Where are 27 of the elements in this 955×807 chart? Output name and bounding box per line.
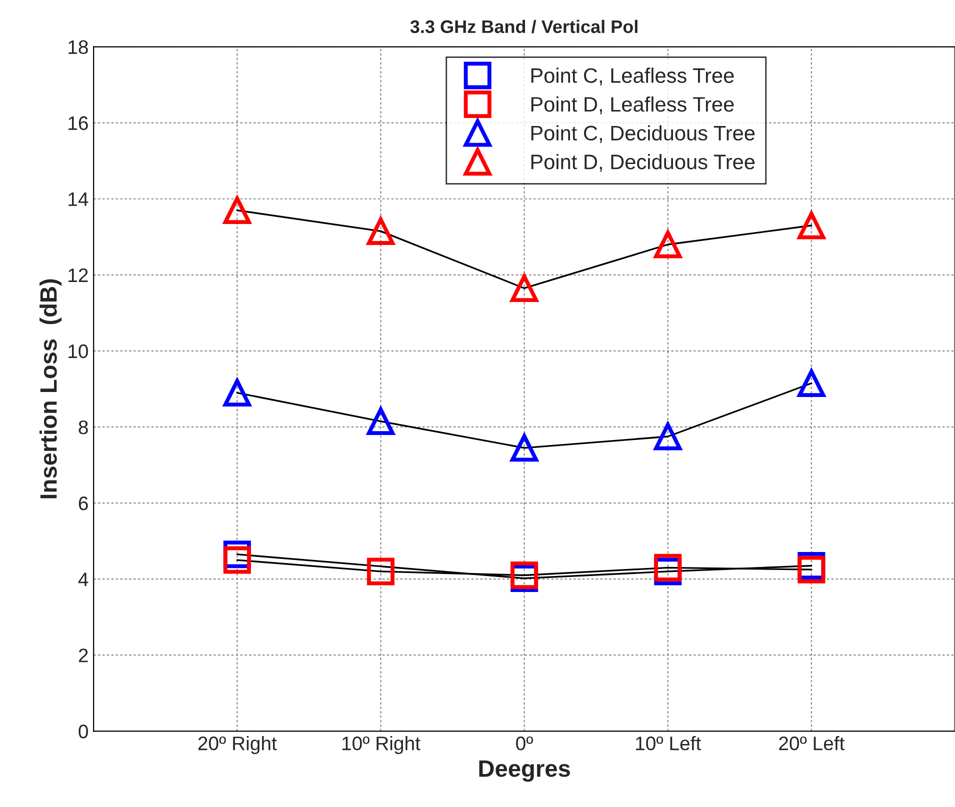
chart-title: 3.3 GHz Band / Vertical Pol [410, 20, 638, 34]
point [366, 217, 394, 245]
y-tick-label: 2 [78, 648, 88, 662]
x-tick-label: 20º Left [779, 736, 845, 750]
y-tick-label: 18 [68, 40, 88, 54]
x-axis-title: Deegres [479, 760, 570, 782]
y-tick-label: 16 [68, 116, 88, 130]
y-tick-label: 6 [78, 496, 88, 510]
x-tick-label: 0º [516, 736, 534, 750]
point [510, 274, 538, 302]
point [223, 546, 251, 574]
y-tick-label: 10 [68, 344, 88, 358]
legend-label: Point D, Leafless Tree [531, 96, 734, 114]
y-axis-title: Insertion Loss (dB) [40, 279, 62, 498]
y-tick-label: 8 [78, 420, 88, 434]
y-tick-label: 12 [68, 268, 88, 282]
y-tick-label: 14 [68, 192, 88, 206]
x-tick-label: 10º Right [342, 736, 420, 754]
legend-label: Point C, Leafless Tree [531, 68, 734, 86]
y-tick-label: 4 [78, 572, 88, 586]
legend-label: Point D, Deciduous Tree [531, 154, 755, 172]
x-tick-label: 10º Left [636, 736, 702, 750]
point [366, 558, 394, 586]
x-tick-label: 20º Right [198, 736, 277, 754]
legend-label: Point C, Deciduous Tree [531, 125, 755, 143]
y-tick-label: 0 [78, 724, 88, 738]
point [654, 554, 682, 582]
